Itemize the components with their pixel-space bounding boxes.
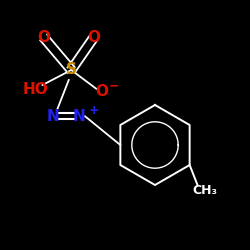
Text: HO: HO (22, 82, 48, 98)
Text: S: S (66, 62, 77, 78)
Text: O: O (95, 84, 108, 99)
Text: O: O (37, 30, 50, 45)
Text: −: − (108, 80, 119, 93)
Text: CH₃: CH₃ (192, 184, 218, 196)
Text: N: N (72, 109, 85, 124)
Text: O: O (87, 30, 100, 45)
Text: N: N (46, 109, 59, 124)
Text: +: + (88, 104, 99, 117)
